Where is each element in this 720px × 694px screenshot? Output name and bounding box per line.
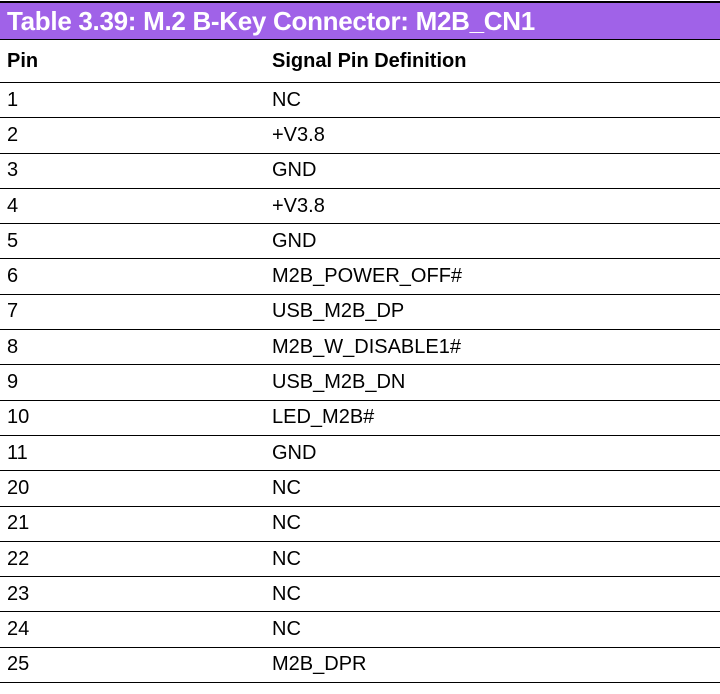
signal-cell: +V3.8 [265,188,720,225]
pin-cell: 23 [0,576,265,613]
table-title: Table 3.39: M.2 B-Key Connector: M2B_CN1 [0,1,720,39]
column-header-pin: Pin [0,39,265,83]
signal-cell: NC [265,576,720,613]
table-row: 4 +V3.8 [0,188,720,225]
signal-cell: GND [265,223,720,260]
signal-cell: LED_M2B# [265,400,720,436]
column-header-signal: Signal Pin Definition [265,39,720,83]
pin-cell: 20 [0,470,265,507]
pin-cell: 25 [0,647,265,684]
pin-cell: 5 [0,223,265,260]
table-row: 23 NC [0,576,720,613]
table-row: 5 GND [0,223,720,260]
table-row: 10 LED_M2B# [0,400,720,436]
pin-cell: 2 [0,117,265,154]
pin-cell: 4 [0,188,265,225]
signal-cell: GND [265,153,720,189]
table-row: 3 GND [0,153,720,189]
table-row: 1 NC [0,82,720,119]
pin-cell: 6 [0,258,265,295]
signal-cell: USB_M2B_DN [265,364,720,401]
pin-cell: 10 [0,400,265,436]
pin-cell: 21 [0,506,265,542]
pin-cell: 11 [0,435,265,472]
signal-cell: M2B_POWER_OFF# [265,258,720,295]
table-row: 24 NC [0,611,720,648]
pin-cell: 24 [0,611,265,648]
table-header-row: Pin Signal Pin Definition [0,39,720,83]
table-row: 21 NC [0,506,720,542]
pin-cell: 22 [0,541,265,578]
pin-cell: 3 [0,153,265,189]
pin-cell: 7 [0,294,265,331]
signal-cell: NC [265,541,720,578]
signal-cell: NC [265,470,720,507]
signal-cell: NC [265,82,720,119]
signal-cell: USB_M2B_DP [265,294,720,331]
signal-cell: M2B_W_DISABLE1# [265,329,720,366]
table-row: 25 M2B_DPR [0,647,720,684]
signal-cell: +V3.8 [265,117,720,154]
table-row: 20 NC [0,470,720,507]
table-row: 9 USB_M2B_DN [0,364,720,401]
signal-cell: GND [265,435,720,472]
pin-table: Pin Signal Pin Definition 1 NC 2 +V3.8 3 GND 4… [0,39,720,684]
signal-cell: NC [265,611,720,648]
table-row: 8 M2B_W_DISABLE1# [0,329,720,366]
pin-cell: 9 [0,364,265,401]
pin-cell: 8 [0,329,265,366]
table-row: 7 USB_M2B_DP [0,294,720,331]
table-row: 6 M2B_POWER_OFF# [0,258,720,295]
pin-cell: 1 [0,82,265,119]
signal-cell: NC [265,506,720,542]
signal-cell: M2B_DPR [265,647,720,684]
table-row: 11 GND [0,435,720,472]
table-row: 22 NC [0,541,720,578]
table-row: 2 +V3.8 [0,117,720,154]
